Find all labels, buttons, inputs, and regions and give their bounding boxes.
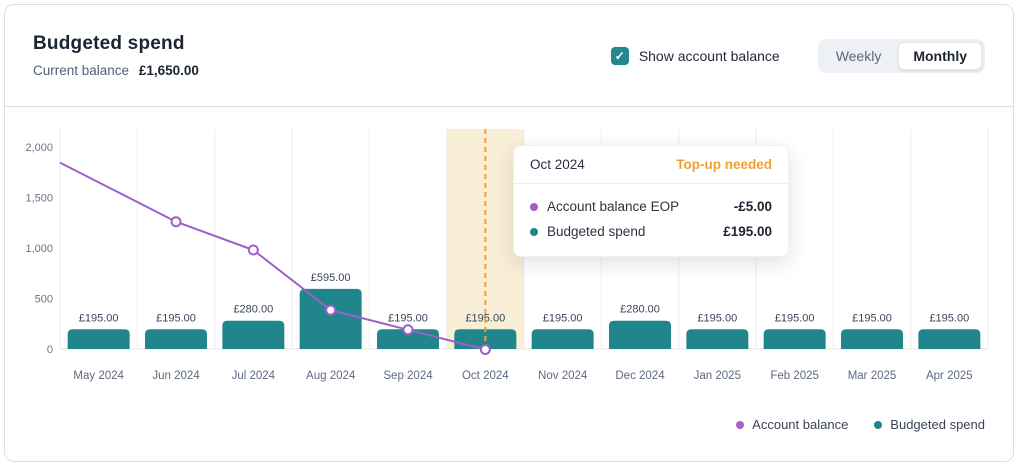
bar-value-label: £195.00: [775, 312, 815, 324]
x-tick-label: Sep 2024: [383, 370, 433, 382]
legend-label: Budgeted spend: [890, 417, 985, 432]
x-tick-label: Aug 2024: [306, 370, 356, 382]
bar-value-label: £195.00: [697, 312, 737, 324]
bar-apr-2025[interactable]: [918, 329, 981, 349]
x-tick-label: Dec 2024: [615, 370, 665, 382]
bar-value-label: £195.00: [388, 312, 428, 324]
bar-value-label: £595.00: [311, 272, 351, 284]
bar-value-label: £195.00: [852, 312, 892, 324]
header-left: Budgeted spend Current balance £1,650.00: [33, 33, 199, 78]
bar-value-label: £195.00: [79, 312, 119, 324]
x-tick-label: Oct 2024: [462, 370, 509, 382]
checkbox-label: Show account balance: [638, 47, 780, 64]
current-balance-value: £1,650.00: [138, 63, 199, 78]
bar-dec-2024[interactable]: [609, 320, 671, 349]
tooltip-row-value: £195.00: [723, 224, 772, 239]
tooltip-body: Account balance EOP -£5.00 Budgeted spen…: [514, 184, 788, 256]
bar-nov-2024[interactable]: [531, 329, 594, 349]
tooltip-status-badge: Top-up needed: [676, 157, 772, 172]
x-tick-label: Jul 2024: [232, 370, 276, 382]
budgeted-spend-card: Budgeted spend Current balance £1,650.00…: [4, 4, 1014, 462]
chart-legend: Account balance Budgeted spend: [736, 417, 985, 432]
legend-item-account-balance[interactable]: Account balance: [736, 417, 848, 432]
chart-area: 0 500 1,000 1,500 2,000 £195.00 £195.00 £280.00…: [5, 107, 1013, 461]
purple-dot-icon: [736, 420, 745, 429]
line-marker-sep-2024[interactable]: [402, 324, 414, 336]
page-title: Budgeted spend: [33, 33, 185, 54]
x-tick-label: May 2024: [73, 370, 124, 382]
current-balance-label: Current balance: [33, 63, 130, 78]
line-marker-jun-2024[interactable]: [170, 216, 182, 228]
current-balance: Current balance £1,650.00: [33, 63, 199, 78]
toggle-monthly-button[interactable]: Monthly: [898, 41, 982, 70]
y-tick-label: 500: [35, 294, 53, 306]
bar-value-label: £195.00: [929, 312, 969, 324]
y-tick-label: 1,000: [25, 243, 53, 255]
teal-dot-icon: [874, 420, 883, 429]
x-tick-label: Apr 2025: [926, 370, 973, 382]
tooltip-title: Oct 2024: [530, 157, 585, 172]
y-tick-label: 2,000: [25, 142, 53, 154]
x-tick-label: Nov 2024: [538, 370, 588, 382]
bar-aug-2024[interactable]: [299, 288, 362, 349]
show-account-balance-checkbox[interactable]: ✓ Show account balance: [610, 46, 780, 65]
line-marker-aug-2024[interactable]: [325, 304, 337, 316]
y-tick-label: 0: [47, 344, 53, 356]
spend-chart[interactable]: 0 500 1,000 1,500 2,000 £195.00 £195.00 £280.00…: [5, 107, 1014, 461]
bar-feb-2025[interactable]: [763, 329, 826, 349]
x-tick-label: Feb 2025: [770, 370, 819, 382]
period-toggle: Weekly Monthly: [817, 38, 985, 73]
line-marker-jul-2024[interactable]: [247, 244, 259, 256]
purple-dot-icon: [530, 202, 538, 211]
legend-item-budgeted-spend[interactable]: Budgeted spend: [874, 417, 985, 432]
bar-value-label: £280.00: [620, 304, 660, 316]
card-header: Budgeted spend Current balance £1,650.00…: [5, 5, 1013, 107]
bar-may-2024[interactable]: [67, 329, 130, 349]
teal-dot-icon: [530, 227, 538, 236]
x-tick-label: Mar 2025: [848, 370, 897, 382]
header-controls: ✓ Show account balance Weekly Monthly: [610, 38, 985, 73]
bar-mar-2025[interactable]: [841, 329, 903, 349]
checkbox-check-icon[interactable]: ✓: [610, 46, 629, 65]
toggle-weekly-button[interactable]: Weekly: [821, 42, 897, 70]
tooltip-header: Oct 2024 Top-up needed: [514, 146, 788, 184]
x-tick-label: Jun 2024: [152, 370, 200, 382]
legend-label: Account balance: [752, 417, 849, 432]
x-tick-label: Jan 2025: [694, 370, 741, 382]
tooltip-row-label: Budgeted spend: [547, 224, 646, 239]
tooltip-row-label: Account balance EOP: [547, 199, 680, 214]
bar-jul-2024[interactable]: [222, 320, 285, 349]
chart-tooltip: Oct 2024 Top-up needed Account balance E…: [513, 145, 789, 257]
bar-jun-2024[interactable]: [145, 329, 207, 349]
bar-value-label: £280.00: [233, 304, 273, 316]
bar-jan-2025[interactable]: [686, 329, 749, 349]
tooltip-row-budgeted-spend: Budgeted spend £195.00: [530, 219, 772, 244]
tooltip-row-value: -£5.00: [733, 199, 772, 214]
line-marker-oct-2024[interactable]: [479, 344, 491, 356]
y-tick-label: 1,500: [25, 193, 53, 205]
tooltip-row-account-balance: Account balance EOP -£5.00: [530, 194, 772, 219]
bar-value-label: £195.00: [156, 312, 196, 324]
bar-value-label: £195.00: [543, 312, 583, 324]
